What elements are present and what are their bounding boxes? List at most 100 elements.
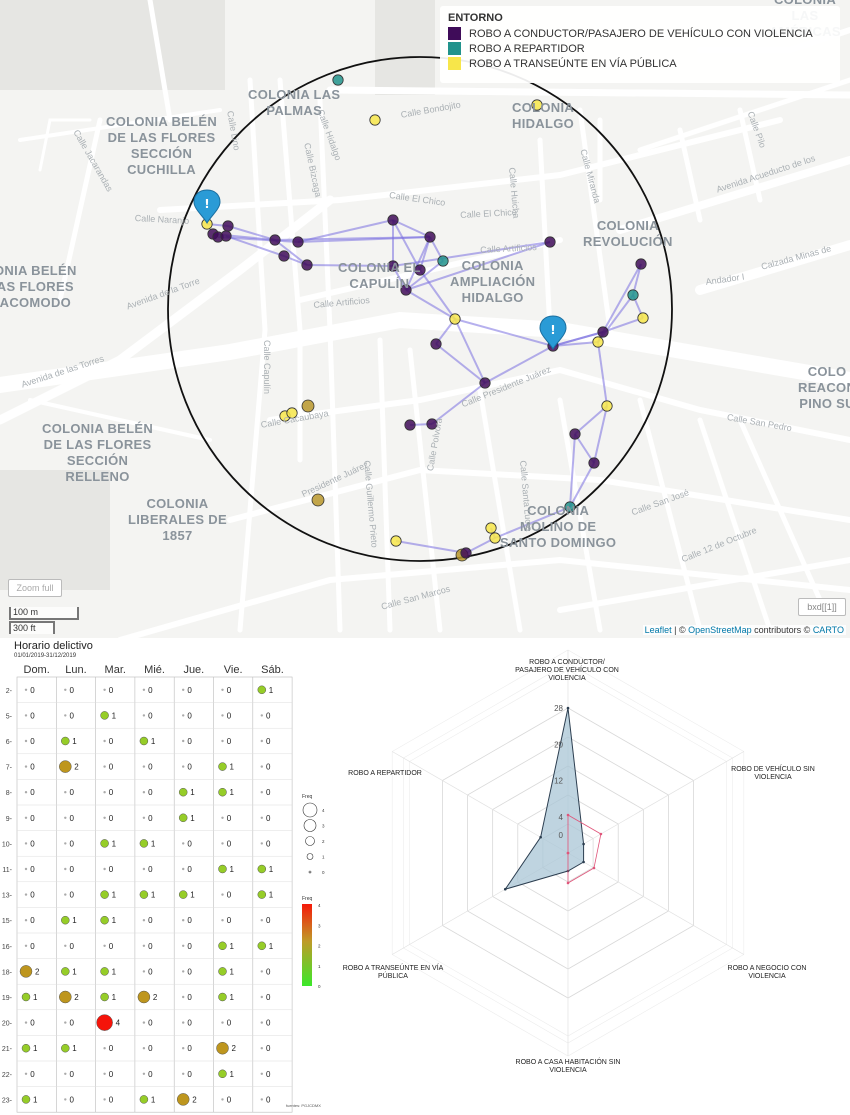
incident-point[interactable] (544, 236, 556, 248)
heat-cell-dot (260, 739, 263, 743)
incident-point[interactable] (597, 326, 609, 338)
neighborhood-label: COLONIA HIDALGO (512, 100, 575, 131)
source-note: fuentes: PGJCDMX (286, 1103, 321, 1108)
radar-point (566, 813, 570, 817)
incident-point[interactable] (414, 264, 426, 276)
incident-point[interactable] (449, 313, 461, 325)
incident-link (569, 433, 576, 508)
heat-cell-value: 0 (109, 686, 114, 695)
heat-cell-dot (182, 688, 185, 691)
osm-link[interactable]: OpenStreetMap (688, 625, 752, 635)
day-label: Dom. (24, 664, 50, 676)
zoom-full-button[interactable]: Zoom full (8, 579, 62, 597)
marker-pin[interactable]: ! (193, 189, 221, 225)
heat-cell-value: 1 (151, 839, 156, 848)
heat-cell-value: 1 (230, 788, 235, 797)
heat-cell-value: 0 (266, 711, 271, 720)
heat-cell-value: 0 (266, 1070, 271, 1079)
heat-cell-dot (260, 995, 263, 999)
incident-point[interactable] (601, 400, 613, 412)
heat-cell-dot (221, 688, 224, 691)
heat-cell-dot (260, 791, 263, 794)
heat-cell-value: 0 (30, 1019, 35, 1028)
incident-point[interactable] (400, 284, 412, 296)
incident-point[interactable] (369, 114, 381, 126)
incident-point[interactable] (437, 255, 449, 267)
heat-cell-dot (21, 992, 31, 1002)
incident-point[interactable] (635, 258, 647, 270)
incident-link (552, 331, 604, 347)
heat-cell-dot (260, 765, 263, 768)
heat-cell-dot (24, 893, 28, 896)
legend-label: ROBO A TRANSEÚNTE EN VÍA PÚBLICA (469, 57, 677, 70)
heat-cell-value: 1 (190, 788, 195, 797)
radar-axis-label: ROBO A REPARTIDOR (348, 770, 422, 777)
incident-point[interactable] (531, 99, 543, 111)
heat-cell-dot (64, 944, 67, 947)
incident-point[interactable] (564, 501, 576, 513)
heat-cell-dot (221, 842, 224, 845)
incident-point[interactable] (460, 547, 472, 559)
heat-cell-value: 1 (33, 1044, 38, 1053)
incident-point[interactable] (627, 289, 639, 301)
incident-point[interactable] (269, 234, 281, 246)
incident-point[interactable] (301, 259, 313, 271)
incident-link (274, 239, 308, 266)
hour-label: 2- (6, 688, 13, 695)
carto-link[interactable]: CARTO (812, 625, 844, 635)
heat-cell-value: 0 (148, 814, 153, 823)
day-label: Mar. (105, 664, 126, 676)
incident-point[interactable] (292, 236, 304, 248)
radar-point (582, 860, 585, 864)
incident-point[interactable] (588, 457, 600, 469)
color-legend-label: 1 (318, 964, 321, 969)
incident-point[interactable] (311, 493, 325, 507)
incident-point[interactable] (390, 535, 402, 547)
incident-point[interactable] (278, 250, 290, 262)
incident-point[interactable] (489, 532, 501, 544)
heat-cell-value: 0 (30, 839, 35, 848)
incident-point[interactable] (430, 338, 442, 350)
incident-point[interactable] (479, 377, 491, 389)
incident-point[interactable] (286, 407, 298, 419)
scale-bar-metric: 100 m (9, 607, 79, 620)
heat-cell-value: 0 (148, 686, 153, 695)
heat-cell-dot (96, 1014, 113, 1031)
heat-cell-value: 1 (112, 993, 117, 1002)
heat-cell-value: 0 (109, 814, 114, 823)
heat-cell-dot (61, 915, 70, 925)
incident-point[interactable] (404, 419, 416, 431)
heat-cell-value: 1 (151, 891, 156, 900)
incident-point[interactable] (424, 231, 436, 243)
neighborhood-label: COLONIA REVOLUCIÓN (583, 218, 673, 249)
incident-point[interactable] (301, 399, 315, 413)
heat-cell-dot (64, 893, 67, 896)
leaflet-link[interactable]: Leaflet (644, 625, 672, 635)
heat-cell-dot (24, 1072, 28, 1075)
heat-cell-dot (64, 1072, 67, 1075)
marker-pin[interactable]: ! (539, 315, 567, 351)
bbox-button[interactable]: bxd[[1]] (798, 598, 846, 616)
incident-point[interactable] (569, 428, 581, 440)
incident-point[interactable] (485, 522, 497, 534)
heat-cell-dot (257, 941, 267, 951)
incident-point[interactable] (592, 336, 604, 348)
incident-point[interactable] (426, 418, 438, 430)
heat-cell-dot (218, 864, 227, 874)
incident-point[interactable] (637, 312, 649, 324)
incident-point[interactable] (387, 260, 399, 272)
map-panel[interactable]: ! ! COLONIA LAS PALMAS COLONIA HIDALGO COL… (0, 0, 850, 638)
heat-cell-value: 0 (30, 916, 35, 925)
incident-point[interactable] (387, 214, 399, 226)
heat-cell-value: 2 (74, 993, 79, 1002)
incident-link (419, 269, 456, 320)
hour-label: 21- (2, 1046, 13, 1053)
size-legend-label: 2 (322, 839, 325, 844)
incident-point[interactable] (222, 220, 234, 232)
heat-cell-dot (142, 970, 146, 973)
incident-point[interactable] (332, 74, 344, 86)
incident-point[interactable] (220, 230, 232, 242)
heat-cell-dot (24, 842, 28, 845)
hour-label: 15- (2, 918, 13, 925)
heat-cell-dot (260, 1047, 263, 1050)
